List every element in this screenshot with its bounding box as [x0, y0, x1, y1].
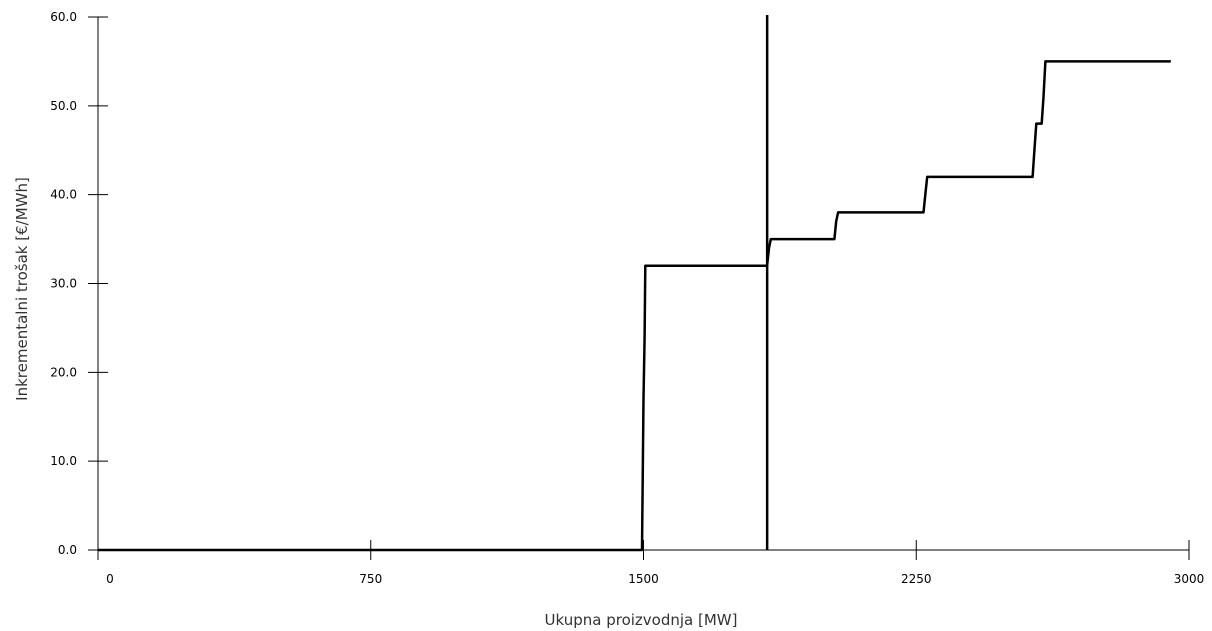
x-tick-label: 1500 [628, 572, 659, 586]
x-tick-label: 3000 [1174, 572, 1205, 586]
cost-curve-line [98, 60, 1171, 552]
data-marks [98, 15, 1171, 552]
x-tick-label: 2250 [901, 572, 932, 586]
y-tick-label: 30.0 [50, 277, 77, 291]
y-axis-title: Inkrementalni trošak [€/MWh] [13, 177, 31, 401]
y-tick-label: 10.0 [50, 454, 77, 468]
x-axis-ticks: 0 750 1500 2250 3000 [97, 540, 1205, 586]
y-tick-label: 50.0 [50, 99, 77, 113]
y-tick-label: 0.0 [58, 543, 77, 557]
x-axis-title: Ukupna proizvodnja [MW] [545, 611, 738, 629]
y-tick-label: 40.0 [50, 188, 77, 202]
x-tick-label: 0 [106, 572, 114, 586]
y-tick-label: 20.0 [50, 365, 77, 379]
y-axis-ticks: 0.0 10.0 20.0 30.0 40.0 50.0 60.0 [50, 10, 108, 557]
y-tick-label: 60.0 [50, 10, 77, 24]
x-tick-label: 750 [359, 572, 382, 586]
